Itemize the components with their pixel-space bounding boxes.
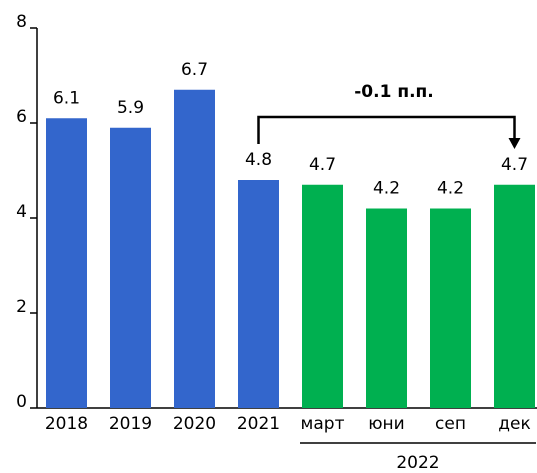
bar [46,118,87,408]
y-tick-label: 6 [16,107,27,127]
x-tick-label: март [301,414,345,434]
x-tick-label: 2019 [109,414,152,434]
group-label: 2022 [396,453,439,473]
value-label: 4.7 [501,155,528,175]
y-tick-label: 4 [16,202,27,222]
x-tick-label: дек [498,414,530,434]
bar [494,184,535,408]
x-tick-label: 2020 [173,414,216,434]
bar [174,89,215,408]
bar [302,184,343,408]
arrow-head [508,138,521,149]
x-tick-label: сеп [435,414,466,434]
x-tick-label: 2021 [237,414,280,434]
x-tick-label: юни [368,414,404,434]
annotation: -0.1 п.п. [354,82,434,102]
bar [238,180,279,408]
y-tick-label: 0 [16,392,27,412]
bar [430,208,471,408]
bar [110,127,151,408]
x-tick-label: 2018 [45,414,88,434]
value-label: 4.2 [437,179,464,199]
bar [366,208,407,408]
value-label: 4.8 [245,150,272,170]
value-label: 4.2 [373,179,400,199]
value-label: 6.1 [53,88,80,108]
value-label: 5.9 [117,98,144,118]
y-tick-label: 8 [16,12,27,32]
value-label: 4.7 [309,155,336,175]
value-label: 6.7 [181,60,208,80]
bracket [257,115,516,144]
y-tick-label: 2 [16,297,27,317]
